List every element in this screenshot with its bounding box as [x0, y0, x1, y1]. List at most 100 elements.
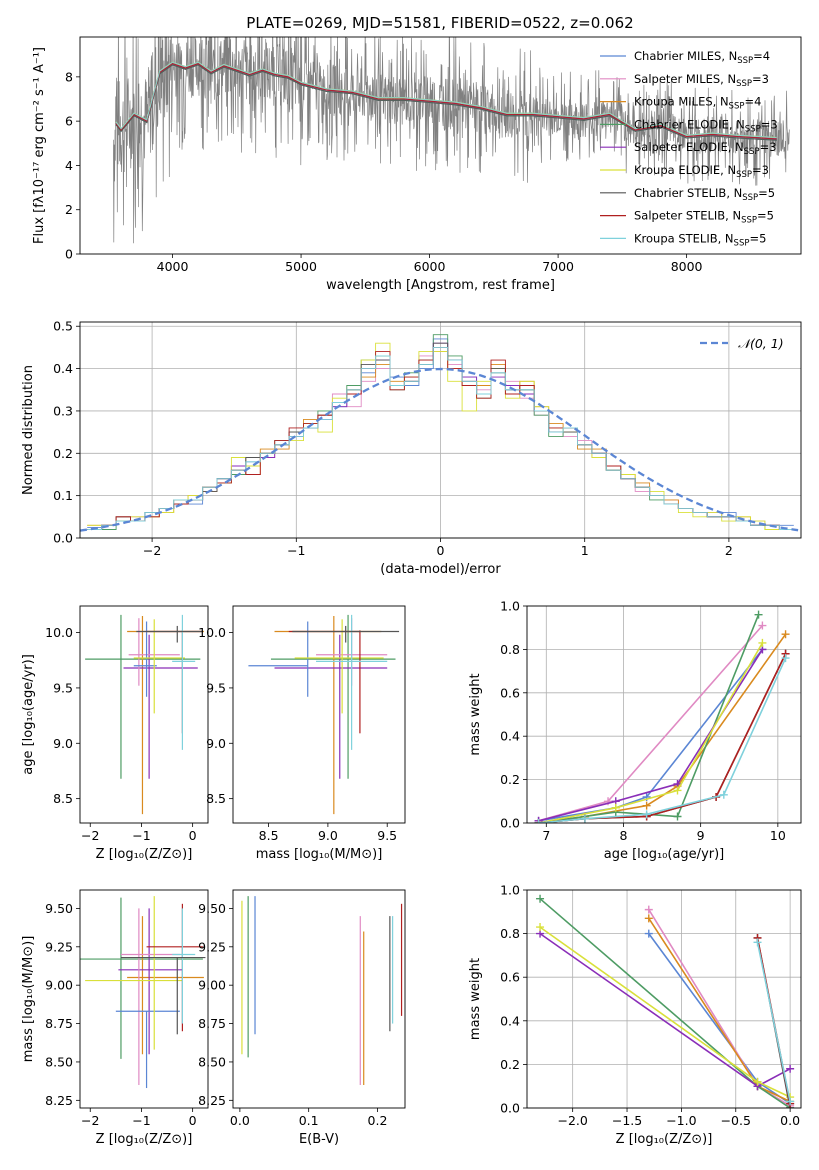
normal-curve-line [80, 367, 799, 532]
legend-entry-suffix: =3 [752, 163, 769, 177]
legend-entry-subscript: SSP [741, 216, 757, 226]
age-vs-z-panel: −2 −1 0 8.5 9.0 9.5 10.0 Z [log₁₀(Z/Z⊙)] age [lo… [21, 605, 209, 862]
legend-entry-subscript: SSP [736, 170, 752, 180]
histogram-step-line [87, 346, 794, 530]
spectrum-model-line [115, 61, 777, 139]
x-tick-label: 2 [725, 543, 733, 558]
x-tick-label: 0 [189, 828, 197, 843]
y-tick-label: 0.0 [500, 1101, 520, 1116]
legend-entry-subscript: SSP [745, 124, 761, 134]
axes-frame [526, 605, 802, 824]
residuals-panel: −2 −1 0 1 2 0.0 0.1 0.2 0.3 0.4 0.5 (data-model)/er… [21, 319, 802, 577]
x-tick-label: 9.0 [318, 828, 338, 843]
legend-entry-label: Salpeter ELODIE, N [634, 140, 744, 154]
x-tick-label: −0.5 [721, 1113, 751, 1128]
y-tick-label: 9.50 [45, 901, 73, 916]
y-tick-label: 8.5 [53, 791, 73, 806]
legend-entry-label: Chabrier MILES, N [634, 49, 737, 63]
x-tick-label: −1 [287, 543, 305, 558]
weight-marker [580, 814, 589, 823]
legend-entry-subscript: SSP [742, 193, 758, 203]
weight-marker [642, 801, 651, 810]
weight-line [538, 642, 764, 823]
plot-area [80, 896, 206, 1089]
axes-frame [79, 36, 802, 255]
legend-entry-suffix: =4 [753, 49, 770, 63]
y-tick-label: 1.0 [500, 599, 520, 614]
legend-entry-subscript: SSP [736, 79, 752, 89]
y-tick-label: 4 [65, 158, 73, 173]
y-axis-label: mass [log₁₀(M/M⊙)] [21, 936, 36, 1063]
y-tick-label: 0.6 [500, 970, 520, 985]
y-tick-label: 9.00 [45, 978, 73, 993]
plot-area [241, 896, 403, 1085]
y-tick-label: 0.0 [53, 531, 73, 546]
x-tick-label: 0 [437, 543, 445, 558]
x-tick-label: 9 [697, 828, 705, 843]
x-tick-label: 8.5 [259, 828, 279, 843]
x-tick-label: 0.0 [780, 1113, 800, 1128]
weight-marker [536, 923, 545, 932]
spectrum-data-line [113, 37, 790, 244]
x-tick-label: −2 [143, 543, 161, 558]
x-axis-label: wavelength [Angstrom, rest frame] [326, 278, 555, 293]
axes-frame [79, 605, 209, 824]
legend-entry-subscript: SSP [744, 147, 760, 157]
legend-entry: Chabrier MILES, NSSP=4 [634, 49, 770, 66]
legend-entry: Chabrier ELODIE, NSSP=3 [634, 117, 778, 134]
y-tick-label: 9.0 [53, 736, 73, 751]
legend-entry-suffix: =3 [760, 140, 777, 154]
figure-title: PLATE=0269, MJD=51581, FIBERID=0522, z=0… [246, 14, 633, 32]
y-tick-label: 0.4 [500, 1013, 520, 1028]
y-tick-label: 0.4 [53, 361, 73, 376]
legend-entry-suffix: =4 [744, 95, 761, 109]
x-tick-label: −2 [81, 1113, 99, 1128]
x-tick-label: −2 [81, 828, 99, 843]
weight-marker [644, 905, 653, 914]
y-tick-label: 8.25 [45, 1093, 73, 1108]
plot-area [248, 614, 400, 815]
weight-marker [753, 938, 762, 947]
y-tick-label: 8.50 [198, 1054, 226, 1069]
y-tick-label: 0.6 [500, 685, 520, 700]
weight-marker [611, 803, 620, 812]
weight-vs-z-panel: −2.0 −1.5 −1.0 −0.5 0.0 0.0 0.2 0.4 0.6 0.8 1.0 Z [… [468, 883, 802, 1147]
y-tick-label: 0.2 [500, 1057, 520, 1072]
y-tick-label: 8.50 [45, 1054, 73, 1069]
y-tick-label: 8.75 [198, 1016, 226, 1031]
legend-entry-label: Chabrier ELODIE, N [634, 117, 745, 131]
axes-frame [232, 889, 406, 1109]
legend-entry-label: Kroupa MILES, N [634, 95, 729, 109]
y-tick-label: 10.0 [45, 625, 73, 640]
axes-frame [79, 889, 209, 1109]
x-tick-label: −1 [132, 1113, 150, 1128]
legend-entry: Salpeter STELIB, NSSP=5 [634, 209, 774, 226]
weight-line [648, 909, 791, 1107]
weight-marker [673, 786, 682, 795]
weight-marker [642, 810, 651, 819]
spectrum-model-line [115, 64, 777, 141]
x-tick-label: 0.0 [230, 1113, 250, 1128]
legend-entry: Chabrier STELIB, NSSP=5 [634, 186, 775, 203]
y-tick-label: 0.8 [500, 642, 520, 657]
legend-entry-suffix: =5 [758, 186, 775, 200]
y-tick-label: 0.2 [53, 446, 73, 461]
weight-marker [536, 894, 545, 903]
weight-marker [754, 610, 763, 619]
x-tick-label: 0 [189, 1113, 197, 1128]
weight-marker [534, 819, 543, 823]
legend-entry-suffix: =3 [761, 117, 778, 131]
plot-area [85, 614, 204, 815]
y-tick-label: 0.4 [500, 729, 520, 744]
x-tick-label: 0.1 [299, 1113, 319, 1128]
x-tick-label: −2.0 [557, 1113, 587, 1128]
y-tick-label: 8 [65, 69, 73, 84]
plot-area [536, 894, 795, 1108]
x-axis-label: mass [log₁₀(M/M⊙)] [256, 847, 383, 862]
y-tick-label: 0.8 [500, 926, 520, 941]
axes-frame [232, 605, 406, 824]
y-tick-label: 9.00 [198, 978, 226, 993]
